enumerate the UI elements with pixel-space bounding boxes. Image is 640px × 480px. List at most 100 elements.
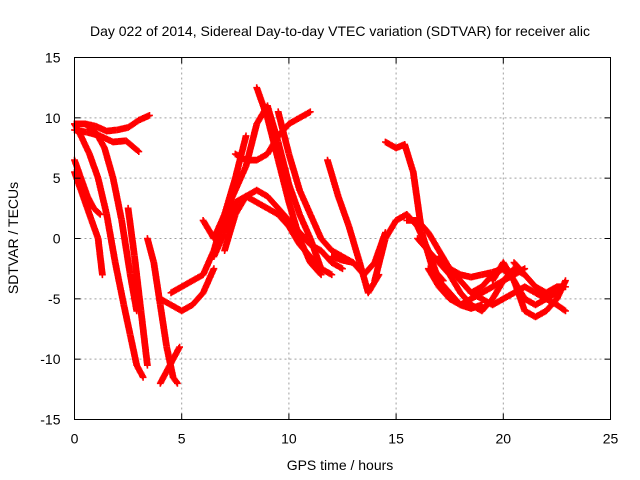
series-2 — [71, 126, 143, 155]
data-point-markers — [94, 235, 106, 279]
data-point-markers — [103, 211, 119, 265]
data-point-markers — [221, 200, 239, 236]
data-point-markers — [274, 108, 292, 156]
series-3 — [71, 168, 106, 279]
data-point-markers — [274, 156, 292, 205]
data-point-markers — [296, 235, 314, 265]
data-point-markers — [118, 217, 134, 277]
data-marks — [71, 84, 569, 387]
data-point-markers — [285, 180, 303, 217]
data-point-markers — [457, 296, 474, 309]
x-tick-label: 25 — [603, 431, 619, 447]
y-tick-label: 15 — [45, 50, 61, 66]
data-point-markers — [317, 247, 335, 265]
data-point-markers — [109, 174, 125, 223]
data-point-markers — [199, 265, 218, 297]
data-point-markers — [435, 259, 453, 277]
data-point-markers — [457, 277, 474, 296]
data-point-markers — [285, 150, 303, 193]
data-point-markers — [414, 217, 431, 235]
data-point-markers — [274, 138, 292, 187]
y-tick-label: -15 — [40, 412, 60, 428]
data-point-markers — [90, 204, 104, 218]
data-point-markers — [210, 212, 228, 242]
x-tick-label: 5 — [178, 431, 186, 447]
data-point-markers — [126, 271, 141, 315]
data-point-markers — [324, 156, 342, 199]
data-point-markers — [345, 223, 363, 265]
data-point-markers — [189, 290, 206, 309]
data-point-markers — [553, 283, 569, 291]
data-point-markers — [532, 308, 549, 321]
series-29 — [510, 259, 569, 297]
data-point-markers — [94, 174, 110, 217]
data-point-markers — [264, 114, 282, 162]
data-point-markers — [435, 277, 453, 296]
y-tick-label: 5 — [53, 170, 61, 186]
data-point-markers — [435, 283, 453, 302]
data-point-markers — [126, 331, 140, 368]
chart-title: Day 022 of 2014, Sidereal Day-to-day VTE… — [90, 23, 590, 39]
data-point-markers — [349, 259, 367, 277]
data-point-markers — [401, 141, 417, 175]
series-28 — [489, 259, 569, 321]
series-6 — [84, 122, 141, 315]
data-point-markers — [478, 272, 495, 291]
data-point-markers — [264, 192, 281, 211]
data-point-markers — [101, 144, 117, 181]
data-point-markers — [88, 217, 101, 241]
data-point-markers — [328, 259, 346, 273]
data-point-markers — [553, 301, 569, 315]
x-tick-label: 0 — [71, 431, 79, 447]
data-point-markers — [424, 265, 442, 289]
x-tick-label: 20 — [496, 431, 512, 447]
data-point-markers — [317, 235, 335, 253]
data-point-markers — [274, 211, 292, 229]
data-point-markers — [231, 164, 249, 194]
data-point-markers — [124, 204, 138, 259]
data-point-markers — [499, 259, 517, 283]
x-tick-label: 10 — [281, 431, 297, 447]
data-point-markers — [371, 236, 389, 285]
data-point-markers — [133, 361, 147, 381]
data-point-markers — [510, 259, 528, 277]
data-point-markers — [306, 259, 325, 279]
data-point-markers — [285, 198, 303, 241]
y-tick-label: -10 — [40, 351, 60, 367]
data-point-markers — [382, 218, 399, 242]
data-point-markers — [169, 343, 183, 363]
data-point-markers — [360, 260, 378, 279]
data-point-markers — [221, 188, 239, 218]
series-14 — [221, 186, 346, 273]
x-tick-label: 15 — [388, 431, 404, 447]
y-tick-label: 10 — [45, 110, 61, 126]
series-7 — [124, 204, 151, 369]
data-point-markers — [111, 259, 127, 307]
data-point-markers — [169, 373, 181, 387]
data-point-markers — [296, 211, 314, 241]
data-point-markers — [92, 128, 108, 151]
data-point-markers — [317, 265, 336, 279]
data-point-markers — [424, 229, 442, 253]
data-point-markers — [542, 296, 560, 315]
data-point-markers — [221, 212, 239, 254]
data-point-markers — [122, 137, 143, 155]
data-point-markers — [210, 230, 228, 260]
data-point-markers — [77, 132, 93, 156]
data-point-markers — [135, 112, 153, 124]
data-point-markers — [156, 301, 170, 349]
grid — [74, 57, 611, 420]
data-point-markers — [435, 253, 453, 271]
x-axis-label: GPS time / hours — [287, 457, 394, 473]
data-point-markers — [306, 211, 324, 241]
data-point-markers — [231, 194, 249, 218]
series-16 — [253, 84, 325, 279]
data-point-markers — [521, 271, 538, 290]
series-5 — [71, 120, 147, 381]
y-tick-label: 0 — [53, 231, 61, 247]
data-point-markers — [499, 290, 517, 303]
data-point-markers — [446, 271, 464, 295]
data-point-markers — [334, 192, 352, 229]
y-axis-label: SDTVAR / TECUs — [5, 182, 21, 294]
